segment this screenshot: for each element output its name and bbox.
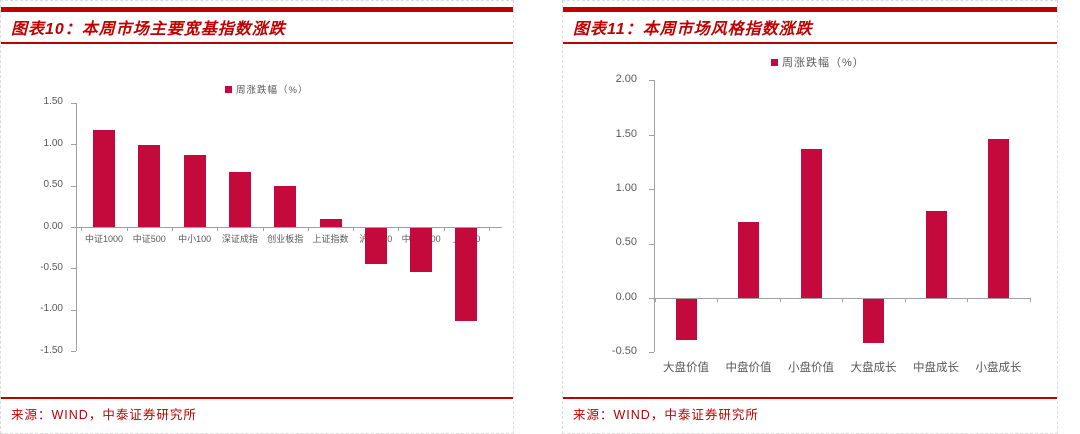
legend: 周涨跌幅（%） [771,54,865,70]
y-tick [649,243,654,245]
y-tick [71,102,76,104]
panel-top-bar [563,7,1057,12]
category-label: 中证500 [132,234,166,244]
bar [455,228,478,321]
bar [228,171,251,227]
x-tick [171,227,173,231]
y-tick [649,189,654,191]
x-tick [398,227,400,231]
y-tick [649,298,654,299]
y-tick-label: -0.50 [611,345,637,358]
bar [138,145,161,227]
y-tick [71,185,76,187]
category-label: 小盘价值 [788,362,834,374]
category-label: 大盘价值 [663,362,709,374]
x-tick [126,227,128,231]
y-tick-label: -1.50 [40,344,63,356]
x-tick [443,227,445,231]
y-tick-label: 1.00 [43,137,63,149]
source-text: 来源：WIND，中泰证券研究所 [11,408,197,422]
chart-title: 图表11：本周市场风格指数涨跌 [573,21,813,38]
y-tick-label: 1.00 [615,182,637,195]
legend-marker-icon [771,58,778,66]
legend-marker-icon [225,85,232,93]
panel-chart-10: 图表10：本周市场主要宽基指数涨跌 1.50 1.00 0.50 0.00 -0.50 -… [0,0,514,434]
bar [183,155,206,227]
y-tick-label: 0.00 [615,290,637,303]
y-tick-label: 0.00 [43,220,63,232]
y-tick [71,227,76,228]
legend-label: 周涨跌幅（%） [782,57,865,69]
category-label: 中小100 [178,234,212,244]
y-tick-label: -0.50 [40,261,63,273]
source-rule [1,397,513,399]
y-axis-line [76,102,77,352]
x-tick [904,298,906,302]
style-index-bar-chart: 2.00 1.50 1.00 0.50 0.00 -0.50 大盘价值 中盘价值 小盘价值 大盘成… [563,44,1057,393]
legend-label: 周涨跌幅（%） [236,85,309,96]
y-tick [71,309,76,311]
bar [925,210,947,298]
bar [410,228,433,272]
category-label: 中证1000 [84,234,123,244]
category-label: 上证指数 [312,234,349,244]
bar [364,228,387,265]
y-tick [71,144,76,146]
y-tick-label: -1.00 [40,303,63,315]
legend: 周涨跌幅（%） [225,82,308,96]
y-tick-label: 0.50 [615,236,637,249]
x-tick [842,298,844,302]
x-tick [717,298,719,302]
x-tick [967,298,969,302]
x-tick [654,298,656,302]
x-tick [353,227,355,231]
y-tick [649,134,654,136]
bar [319,218,342,227]
bar [863,299,884,343]
bar [800,148,822,298]
bar [675,299,697,341]
x-tick [779,298,781,302]
source-rule [563,397,1057,399]
broad-index-bar-chart: 1.50 1.00 0.50 0.00 -0.50 -1.00 -1.50 中证1000 中证5… [1,44,513,393]
category-label: 大盘成长 [850,362,897,374]
x-tick [489,227,491,231]
bar [274,185,297,227]
x-tick [262,227,264,231]
category-label: 小盘成长 [975,362,1022,374]
y-tick-label: 1.50 [43,96,63,108]
bar [988,139,1009,298]
x-tick [307,227,309,231]
y-tick [649,352,654,354]
source-text: 来源：WIND，中泰证券研究所 [573,408,759,422]
category-label: 中盘价值 [725,362,772,374]
x-tick [81,227,83,231]
x-tick [1029,298,1031,302]
title-rule [563,42,1057,44]
y-tick [71,351,76,353]
y-tick-label: 1.50 [615,127,637,140]
panel-chart-11: 图表11：本周市场风格指数涨跌 2.00 1.50 1.00 0.50 0.00 -0.5… [562,0,1058,434]
title-rule [1,42,513,44]
bar [738,221,759,298]
x-axis-line [76,227,502,228]
x-tick [217,227,219,231]
y-tick [71,268,76,270]
y-tick-label: 0.50 [43,179,63,191]
y-tick [649,80,654,82]
panel-top-bar [1,7,513,12]
y-tick-label: 2.00 [615,73,637,86]
bar [93,130,115,227]
category-label: 中盘成长 [913,362,959,374]
category-label: 深证成指 [221,234,258,244]
y-axis-line [654,80,655,353]
chart-title: 图表10：本周市场主要宽基指数涨跌 [11,21,286,38]
category-label: 创业板指 [267,234,304,244]
